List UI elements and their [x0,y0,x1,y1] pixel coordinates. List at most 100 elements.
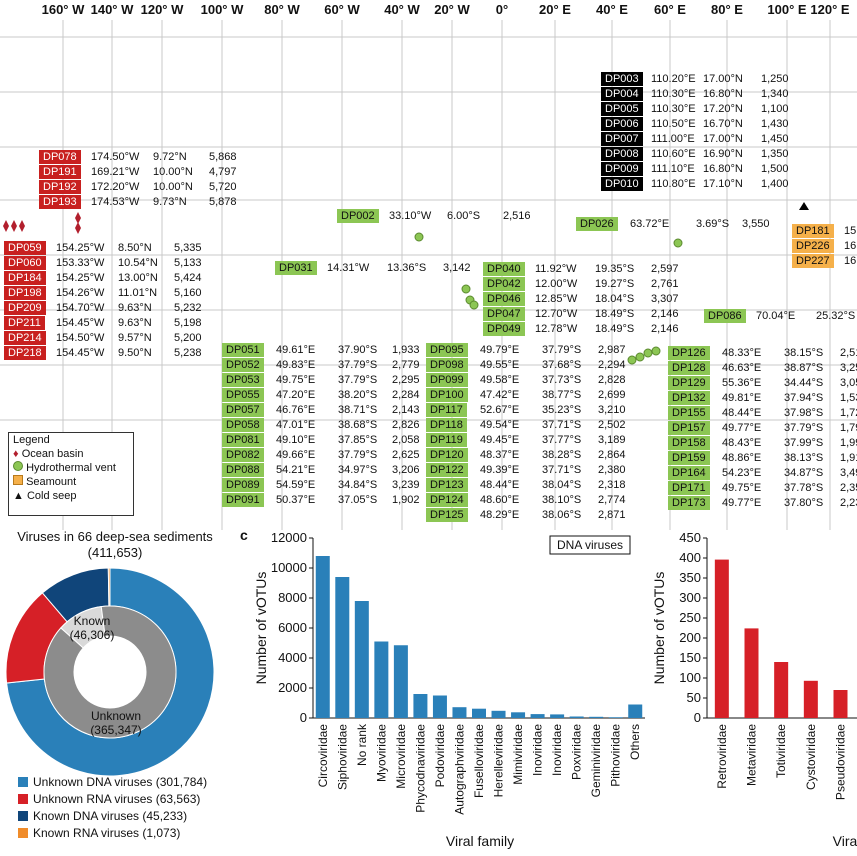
site-longitude: 12.78°W [535,323,578,335]
site-id-tag: DP057 [222,403,264,417]
x-tick-label: Cystoviridae [804,724,818,790]
bar [774,662,789,718]
donut-total: (411,653) [88,545,143,560]
site-longitude: 11.92°W [535,263,577,275]
bar [744,628,759,718]
x-axis-label: Viral family [446,833,514,849]
outer-slice [107,567,111,607]
longitude-label: 140° W [90,2,134,17]
site-latitude: 37.78°S [784,482,824,494]
site-depth: 5,868 [209,151,237,163]
site-id-tag: DP082 [222,448,264,462]
site-latitude: 13.00°N [118,272,158,284]
site-id-tag: DP086 [704,309,746,323]
hydrothermal-vent-marker [414,232,424,242]
legend-title: Legend [13,434,50,446]
site-longitude: 54.23°E [722,467,762,479]
site-latitude: 34.97°S [338,464,378,476]
black-triangle-icon: ▲ [13,490,24,502]
site-depth: 2,146 [651,308,679,320]
x-axis-label: Vira [833,833,857,849]
ocean-basin-marker [11,220,17,232]
bar [432,695,447,718]
site-longitude: 63.72°E [630,218,670,230]
site-id-tag: DP055 [222,388,264,402]
site-longitude: 33.10°W [389,210,432,222]
x-tick-label: Podoviridae [433,724,447,788]
site-longitude: 111.00°E [651,133,695,145]
longitude-label: 60° E [654,2,686,17]
site-id-tag: DP157 [668,421,710,435]
hydrothermal-vent-marker [643,348,653,358]
site-longitude: 15 [844,225,857,237]
ocean-basin-marker [75,222,81,234]
y-tick-label: 10000 [271,560,307,575]
site-latitude: 38.15°S [784,347,824,359]
x-tick-label: Autographviridae [452,724,466,815]
site-latitude: 6.00°S [447,210,481,222]
site-longitude: 154.25°W [56,242,105,254]
site-latitude: 38.06°S [542,509,582,521]
site-depth: 5,198 [174,317,202,329]
y-tick-label: 8000 [278,590,307,605]
site-id-tag: DP226 [792,239,834,253]
site-longitude: 55.36°E [722,377,762,389]
site-depth: 2,058 [392,434,420,446]
site-longitude: 12.00°W [535,278,578,290]
site-depth: 1,53 [840,392,857,404]
site-id-tag: DP004 [601,87,643,101]
site-id-tag: DP095 [426,343,468,357]
site-latitude: 38.13°S [784,452,824,464]
site-longitude: 169.21°W [91,166,140,178]
donut-legend-swatch [18,794,28,804]
site-longitude: 154.70°W [56,302,105,314]
site-depth: 1,250 [761,73,789,85]
site-latitude: 9.73°N [153,196,187,208]
panel-label-c: c [240,530,248,543]
bar [511,712,526,718]
donut-legend-label: Unknown RNA viruses (63,563) [33,792,200,806]
site-longitude: 174.53°W [91,196,140,208]
y-tick-label: 350 [679,570,701,585]
site-id-tag: DP171 [668,481,710,495]
site-depth: 5,232 [174,302,202,314]
site-depth: 3,05 [840,377,857,389]
legend-seamount: Seamount [9,475,133,489]
site-id-tag: DP058 [222,418,264,432]
hydrothermal-vent-marker [651,346,661,356]
longitude-label: 80° E [711,2,743,17]
site-longitude: 49.75°E [276,374,316,386]
bar [335,577,350,718]
bar [374,641,389,718]
site-longitude: 110.50°E [651,118,696,130]
site-longitude: 48.43°E [722,437,762,449]
chart-title-box [549,535,631,555]
site-latitude: 19.27°S [595,278,635,290]
site-depth: 2,871 [598,509,626,521]
longitude-label: 100° E [767,2,807,17]
unknown-value: (365,347) [90,723,141,737]
bar [803,680,818,718]
site-latitude: 16.80°N [703,88,743,100]
donut-legend-swatch [18,777,28,787]
site-longitude: 49.83°E [276,359,316,371]
site-id-tag: DP129 [668,376,710,390]
site-depth: 2,597 [651,263,679,275]
unknown-label: Unknown [91,709,141,723]
site-id-tag: DP060 [4,256,46,270]
site-latitude: 38.77°S [542,389,582,401]
longitude-label: 60° W [324,2,360,17]
site-depth: 5,720 [209,181,237,193]
site-depth: 2,502 [598,419,626,431]
site-id-tag: DP010 [601,177,643,191]
x-tick-label: Fuselloviridae [472,724,486,798]
site-id-tag: DP002 [337,209,379,223]
site-id-tag: DP184 [4,271,46,285]
site-id-tag: DP078 [39,150,81,164]
site-longitude: 49.39°E [480,464,520,476]
site-longitude: 16 [844,240,857,252]
site-depth: 1,340 [761,88,789,100]
site-depth: 3,206 [392,464,420,476]
site-depth: 1,400 [761,178,789,190]
ocean-basin-marker [3,220,9,232]
